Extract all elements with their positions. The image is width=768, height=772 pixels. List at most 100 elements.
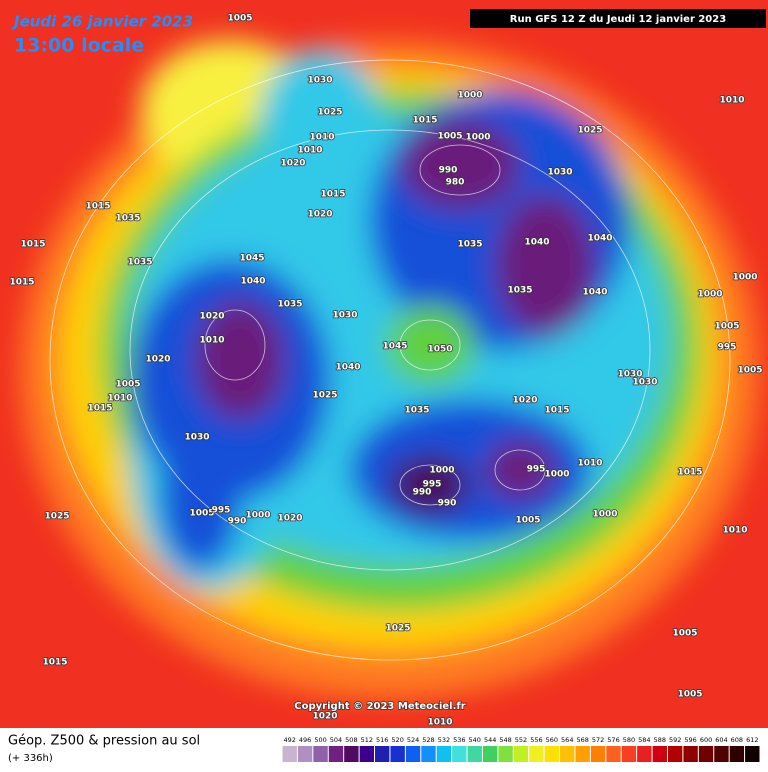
scale-swatch	[452, 746, 467, 762]
pressure-label: 1010	[719, 96, 744, 106]
pressure-label: 1005	[115, 380, 140, 390]
scale-swatch	[297, 746, 313, 762]
scale-swatch	[421, 746, 436, 762]
pressure-label: 1035	[507, 286, 532, 296]
geopotential-field	[0, 0, 768, 728]
pressure-label: 1020	[145, 355, 170, 365]
scale-label: 532	[438, 736, 450, 744]
pressure-label: 1005	[227, 14, 252, 24]
pressure-label: 990	[228, 517, 247, 527]
scale-label: 600	[700, 736, 712, 744]
scale-label: 512	[361, 736, 373, 744]
pressure-label: 1040	[335, 363, 360, 373]
pressure-label: 1040	[587, 234, 612, 244]
pressure-label: 1005	[437, 132, 462, 142]
pressure-label: 1000	[697, 290, 722, 300]
scale-label: 576	[607, 736, 619, 744]
scale-swatch	[344, 746, 359, 762]
pressure-label: 1020	[277, 514, 302, 524]
pressure-label: 1050	[427, 345, 452, 355]
scale-label: 560	[546, 736, 558, 744]
scale-swatch	[575, 746, 590, 762]
scale-label: 496	[299, 736, 311, 744]
scale-label: 548	[499, 736, 511, 744]
pressure-label: 1015	[42, 658, 67, 668]
pressure-label: 1025	[312, 391, 337, 401]
pressure-label: 1035	[115, 214, 140, 224]
pressure-label: 1035	[457, 240, 482, 250]
scale-label: 528	[422, 736, 434, 744]
pressure-label: 1015	[544, 406, 569, 416]
footer-lead: (+ 336h)	[8, 753, 53, 764]
scale-swatch	[544, 746, 560, 762]
scale-swatch	[590, 746, 606, 762]
pressure-label: 1020	[307, 210, 332, 220]
pressure-label: 1010	[297, 146, 322, 156]
scale-label: 556	[530, 736, 542, 744]
scale-label: 492	[283, 736, 295, 744]
pressure-label: 1000	[429, 466, 454, 476]
pressure-label: 1010	[427, 718, 452, 728]
pressure-label: 1000	[592, 510, 617, 520]
scale-label: 584	[638, 736, 650, 744]
scale-swatch	[282, 746, 297, 762]
pressure-label: 1020	[199, 312, 224, 322]
pressure-label: 1005	[714, 322, 739, 332]
scale-swatch	[745, 746, 760, 762]
pressure-label: 1020	[280, 159, 305, 169]
scale-label: 544	[484, 736, 496, 744]
scale-swatch	[513, 746, 529, 762]
pressure-label: 1045	[239, 254, 264, 264]
scale-label: 524	[407, 736, 419, 744]
scale-swatch	[560, 746, 575, 762]
scale-swatch	[405, 746, 421, 762]
scale-label: 564	[561, 736, 573, 744]
scale-swatch	[359, 746, 375, 762]
scale-label: 552	[515, 736, 527, 744]
pressure-label: 1030	[547, 168, 572, 178]
pressure-label: 1020	[312, 712, 337, 722]
pressure-label: 1030	[632, 378, 657, 388]
pressure-label: 1010	[309, 133, 334, 143]
pressure-label: 1000	[544, 470, 569, 480]
footer-title: Géop. Z500 & pression au sol	[8, 734, 200, 749]
pressure-label: 995	[718, 343, 737, 353]
copyright: Copyright © 2023 Meteociel.fr	[294, 701, 465, 712]
pressure-label: 1040	[240, 277, 265, 287]
scale-label: 592	[669, 736, 681, 744]
scale-label: 572	[592, 736, 604, 744]
pressure-label: 1030	[617, 370, 642, 380]
pressure-label: 1040	[582, 288, 607, 298]
scale-label: 568	[576, 736, 588, 744]
pressure-label: 1000	[732, 273, 757, 283]
pressure-label: 1045	[382, 342, 407, 352]
pressure-label: 990	[438, 499, 457, 509]
pressure-label: 1025	[44, 512, 69, 522]
pressure-label: 1005	[737, 366, 762, 376]
pressure-label: 1035	[127, 258, 152, 268]
color-scale: 492 496 500 504 508 512 516 520 524 528 532 536 540 5…	[282, 736, 760, 762]
scale-label: 500	[314, 736, 326, 744]
pressure-label: 995	[423, 480, 442, 490]
pressure-label: 980	[446, 178, 465, 188]
pressure-label: 1035	[277, 300, 302, 310]
pressure-label: 995	[527, 465, 546, 475]
scale-swatch	[436, 746, 452, 762]
scale-swatch	[498, 746, 513, 762]
pressure-label: 1015	[412, 116, 437, 126]
scale-swatch	[482, 746, 498, 762]
forecast-time: 13:00 locale	[14, 35, 144, 57]
pressure-label: 995	[212, 506, 231, 516]
scale-label: 588	[654, 736, 666, 744]
pressure-label: 1010	[577, 459, 602, 469]
pressure-label: 1005	[672, 629, 697, 639]
scale-swatch	[606, 746, 621, 762]
scale-label: 580	[623, 736, 635, 744]
scale-swatch	[698, 746, 714, 762]
scale-label: 612	[746, 736, 758, 744]
pressure-label: 1020	[512, 396, 537, 406]
pressure-label: 1025	[577, 126, 602, 136]
scale-label: 536	[453, 736, 465, 744]
pressure-label: 1030	[184, 433, 209, 443]
